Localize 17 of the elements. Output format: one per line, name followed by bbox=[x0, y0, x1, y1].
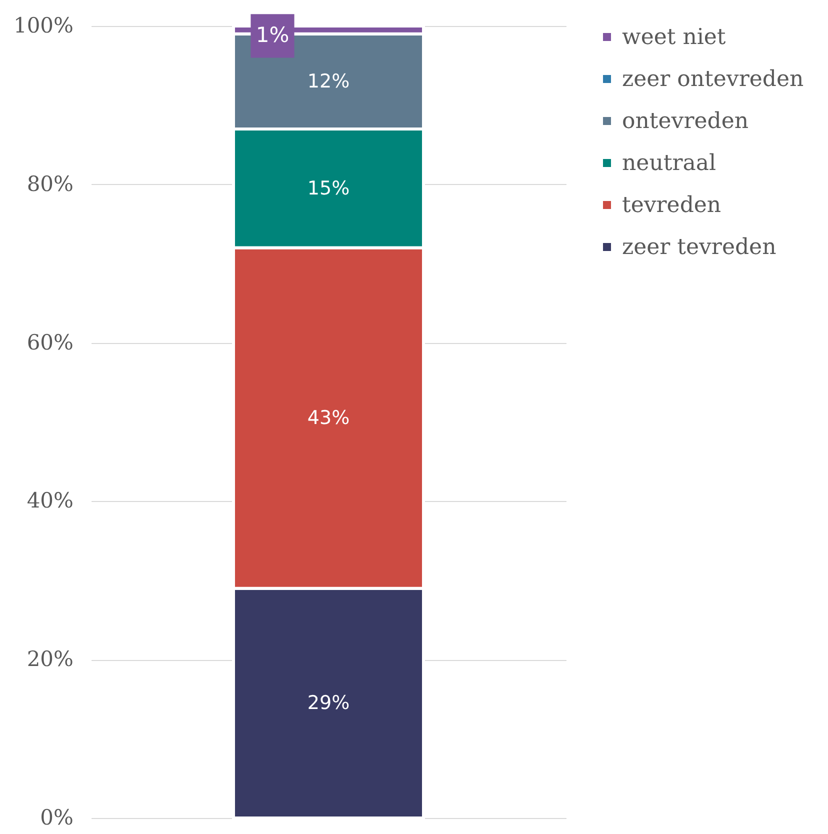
data-label: 29% bbox=[307, 692, 350, 714]
y-tick-label: 80% bbox=[26, 172, 74, 196]
legend-label: weet niet bbox=[622, 25, 726, 50]
data-label: 12% bbox=[307, 70, 350, 92]
data-label: 15% bbox=[307, 177, 350, 200]
y-tick-label: 0% bbox=[40, 806, 74, 830]
y-tick-label: 60% bbox=[26, 330, 74, 354]
data-label: 1% bbox=[256, 22, 290, 47]
y-tick-label: 40% bbox=[26, 488, 74, 513]
legend-label: zeer ontevreden bbox=[622, 67, 804, 92]
y-tick-label: 100% bbox=[13, 14, 74, 38]
data-label: 43% bbox=[307, 407, 350, 430]
y-tick-label: 20% bbox=[26, 647, 74, 672]
legend-label: zeer tevreden bbox=[622, 235, 776, 260]
legend-label: ontevreden bbox=[622, 109, 749, 134]
legend-label: neutraal bbox=[622, 151, 716, 176]
legend-label: tevreden bbox=[622, 193, 722, 218]
